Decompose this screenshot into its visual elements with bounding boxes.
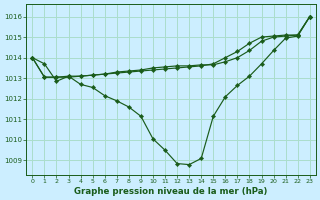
X-axis label: Graphe pression niveau de la mer (hPa): Graphe pression niveau de la mer (hPa) [74, 187, 268, 196]
